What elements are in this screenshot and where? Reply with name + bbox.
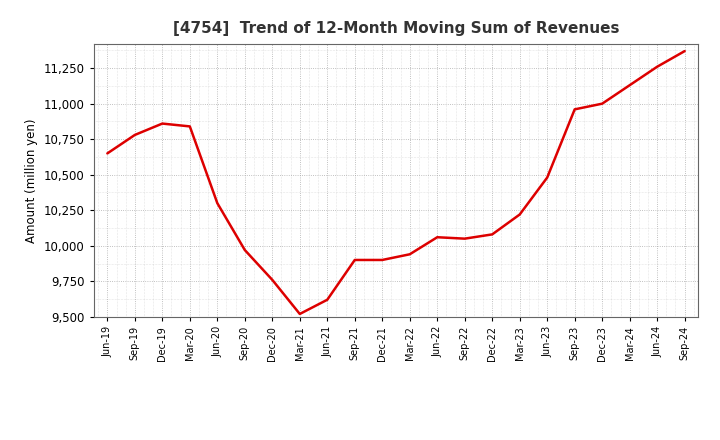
Y-axis label: Amount (million yen): Amount (million yen)	[25, 118, 38, 242]
Title: [4754]  Trend of 12-Month Moving Sum of Revenues: [4754] Trend of 12-Month Moving Sum of R…	[173, 21, 619, 36]
